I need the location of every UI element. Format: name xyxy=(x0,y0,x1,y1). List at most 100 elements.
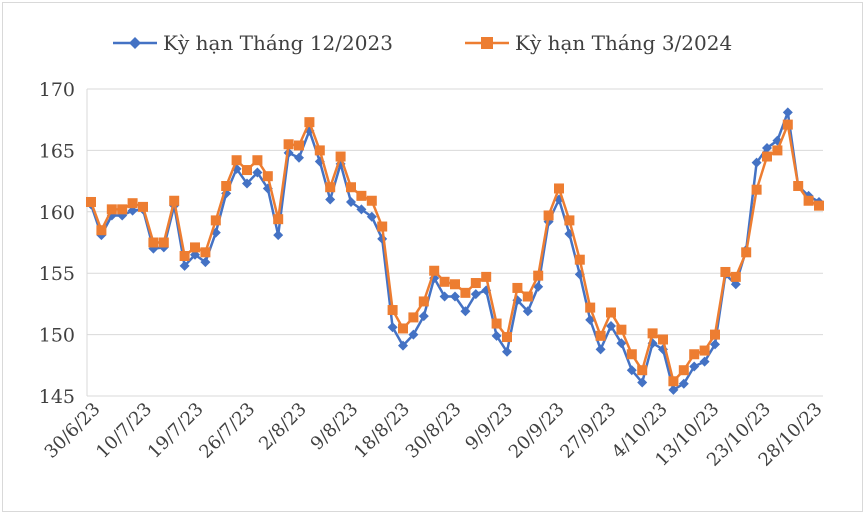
legend-label: Kỳ hạn Tháng 12/2023 xyxy=(163,31,393,55)
data-point xyxy=(502,332,512,343)
data-point xyxy=(418,296,429,307)
data-point xyxy=(273,230,284,241)
data-point xyxy=(86,196,96,207)
x-tick-label: 2/8/23 xyxy=(255,399,311,455)
data-point xyxy=(720,266,731,277)
data-point xyxy=(356,190,367,201)
data-point xyxy=(190,242,200,253)
data-point xyxy=(283,139,294,150)
data-point xyxy=(398,340,408,351)
data-point xyxy=(762,151,772,162)
legend-square-marker xyxy=(481,37,493,49)
data-point xyxy=(689,361,700,372)
data-point xyxy=(450,291,460,302)
data-point xyxy=(158,237,169,248)
data-point xyxy=(346,182,356,193)
data-point xyxy=(127,198,138,209)
data-point xyxy=(200,247,211,258)
data-point xyxy=(325,182,336,193)
data-point xyxy=(325,194,336,205)
data-point xyxy=(751,157,762,168)
data-point xyxy=(762,142,772,153)
data-point xyxy=(460,287,471,298)
data-point xyxy=(637,377,648,388)
data-point xyxy=(668,384,679,395)
data-point xyxy=(616,324,627,335)
data-point xyxy=(595,344,606,355)
x-tick-label: 19/7/23 xyxy=(144,399,208,463)
data-point xyxy=(481,271,492,282)
x-tick-label: 26/7/23 xyxy=(195,399,259,463)
x-tick-label: 20/9/23 xyxy=(505,399,569,463)
data-point xyxy=(179,260,190,271)
data-point xyxy=(689,349,700,360)
data-point xyxy=(273,214,284,225)
data-point xyxy=(699,356,710,367)
data-point xyxy=(408,312,419,323)
data-point xyxy=(751,184,762,195)
data-point xyxy=(138,201,148,212)
data-point xyxy=(710,339,720,350)
data-point xyxy=(398,323,408,334)
x-tick-label: 10/7/23 xyxy=(92,399,156,463)
data-point xyxy=(304,117,315,128)
y-tick-label: 165 xyxy=(39,140,75,162)
y-tick-label: 150 xyxy=(39,325,75,347)
gridlines xyxy=(87,88,823,397)
line-chart: Kỳ hạn Tháng 12/2023 Kỳ hạn Tháng 3/2024 … xyxy=(39,31,827,471)
data-point xyxy=(710,329,720,340)
y-tick-label: 155 xyxy=(39,263,75,285)
data-point xyxy=(668,376,679,387)
data-point xyxy=(533,281,544,292)
data-point xyxy=(356,204,367,215)
x-axis: 30/6/2310/7/2319/7/2326/7/232/8/239/8/23… xyxy=(41,399,827,471)
data-point xyxy=(678,365,689,376)
data-point xyxy=(252,167,263,178)
data-point xyxy=(117,204,128,215)
data-point xyxy=(106,204,117,215)
data-point xyxy=(294,140,304,151)
data-point xyxy=(803,195,814,206)
data-point xyxy=(741,247,752,258)
data-point xyxy=(637,365,648,376)
data-point xyxy=(470,278,481,289)
legend-diamond-marker xyxy=(129,37,141,49)
y-tick-label: 160 xyxy=(39,202,75,224)
data-point xyxy=(314,145,325,156)
plot-area xyxy=(86,107,824,395)
x-tick-label: 30/8/23 xyxy=(402,399,466,463)
y-tick-label: 145 xyxy=(39,386,75,408)
data-point xyxy=(730,271,741,282)
data-point xyxy=(179,251,190,262)
chart-frame: Kỳ hạn Tháng 12/2023 Kỳ hạn Tháng 3/2024 … xyxy=(2,2,863,512)
data-point xyxy=(626,365,637,376)
data-point xyxy=(200,257,211,268)
legend-label: Kỳ hạn Tháng 3/2024 xyxy=(515,31,732,55)
data-point xyxy=(512,282,523,293)
data-point xyxy=(335,151,346,162)
series-line xyxy=(89,120,820,383)
data-point xyxy=(96,225,107,236)
data-point xyxy=(169,195,180,206)
data-point xyxy=(242,165,252,176)
data-point xyxy=(252,155,263,166)
data-point xyxy=(231,155,242,166)
data-point xyxy=(522,306,533,317)
data-point xyxy=(533,270,544,281)
data-point xyxy=(782,119,793,130)
data-point xyxy=(595,330,606,341)
data-point xyxy=(574,254,585,265)
data-point xyxy=(814,200,824,211)
data-point xyxy=(439,291,450,302)
data-point xyxy=(366,195,377,206)
data-point xyxy=(491,330,502,341)
x-tick-label: 18/8/23 xyxy=(350,399,414,463)
x-tick-label: 30/6/23 xyxy=(41,399,105,463)
data-point xyxy=(522,291,533,302)
data-point xyxy=(772,145,783,156)
data-point xyxy=(678,378,689,389)
data-point xyxy=(210,215,221,226)
data-point xyxy=(148,237,159,248)
series-2 xyxy=(86,117,824,387)
data-point xyxy=(606,307,616,318)
